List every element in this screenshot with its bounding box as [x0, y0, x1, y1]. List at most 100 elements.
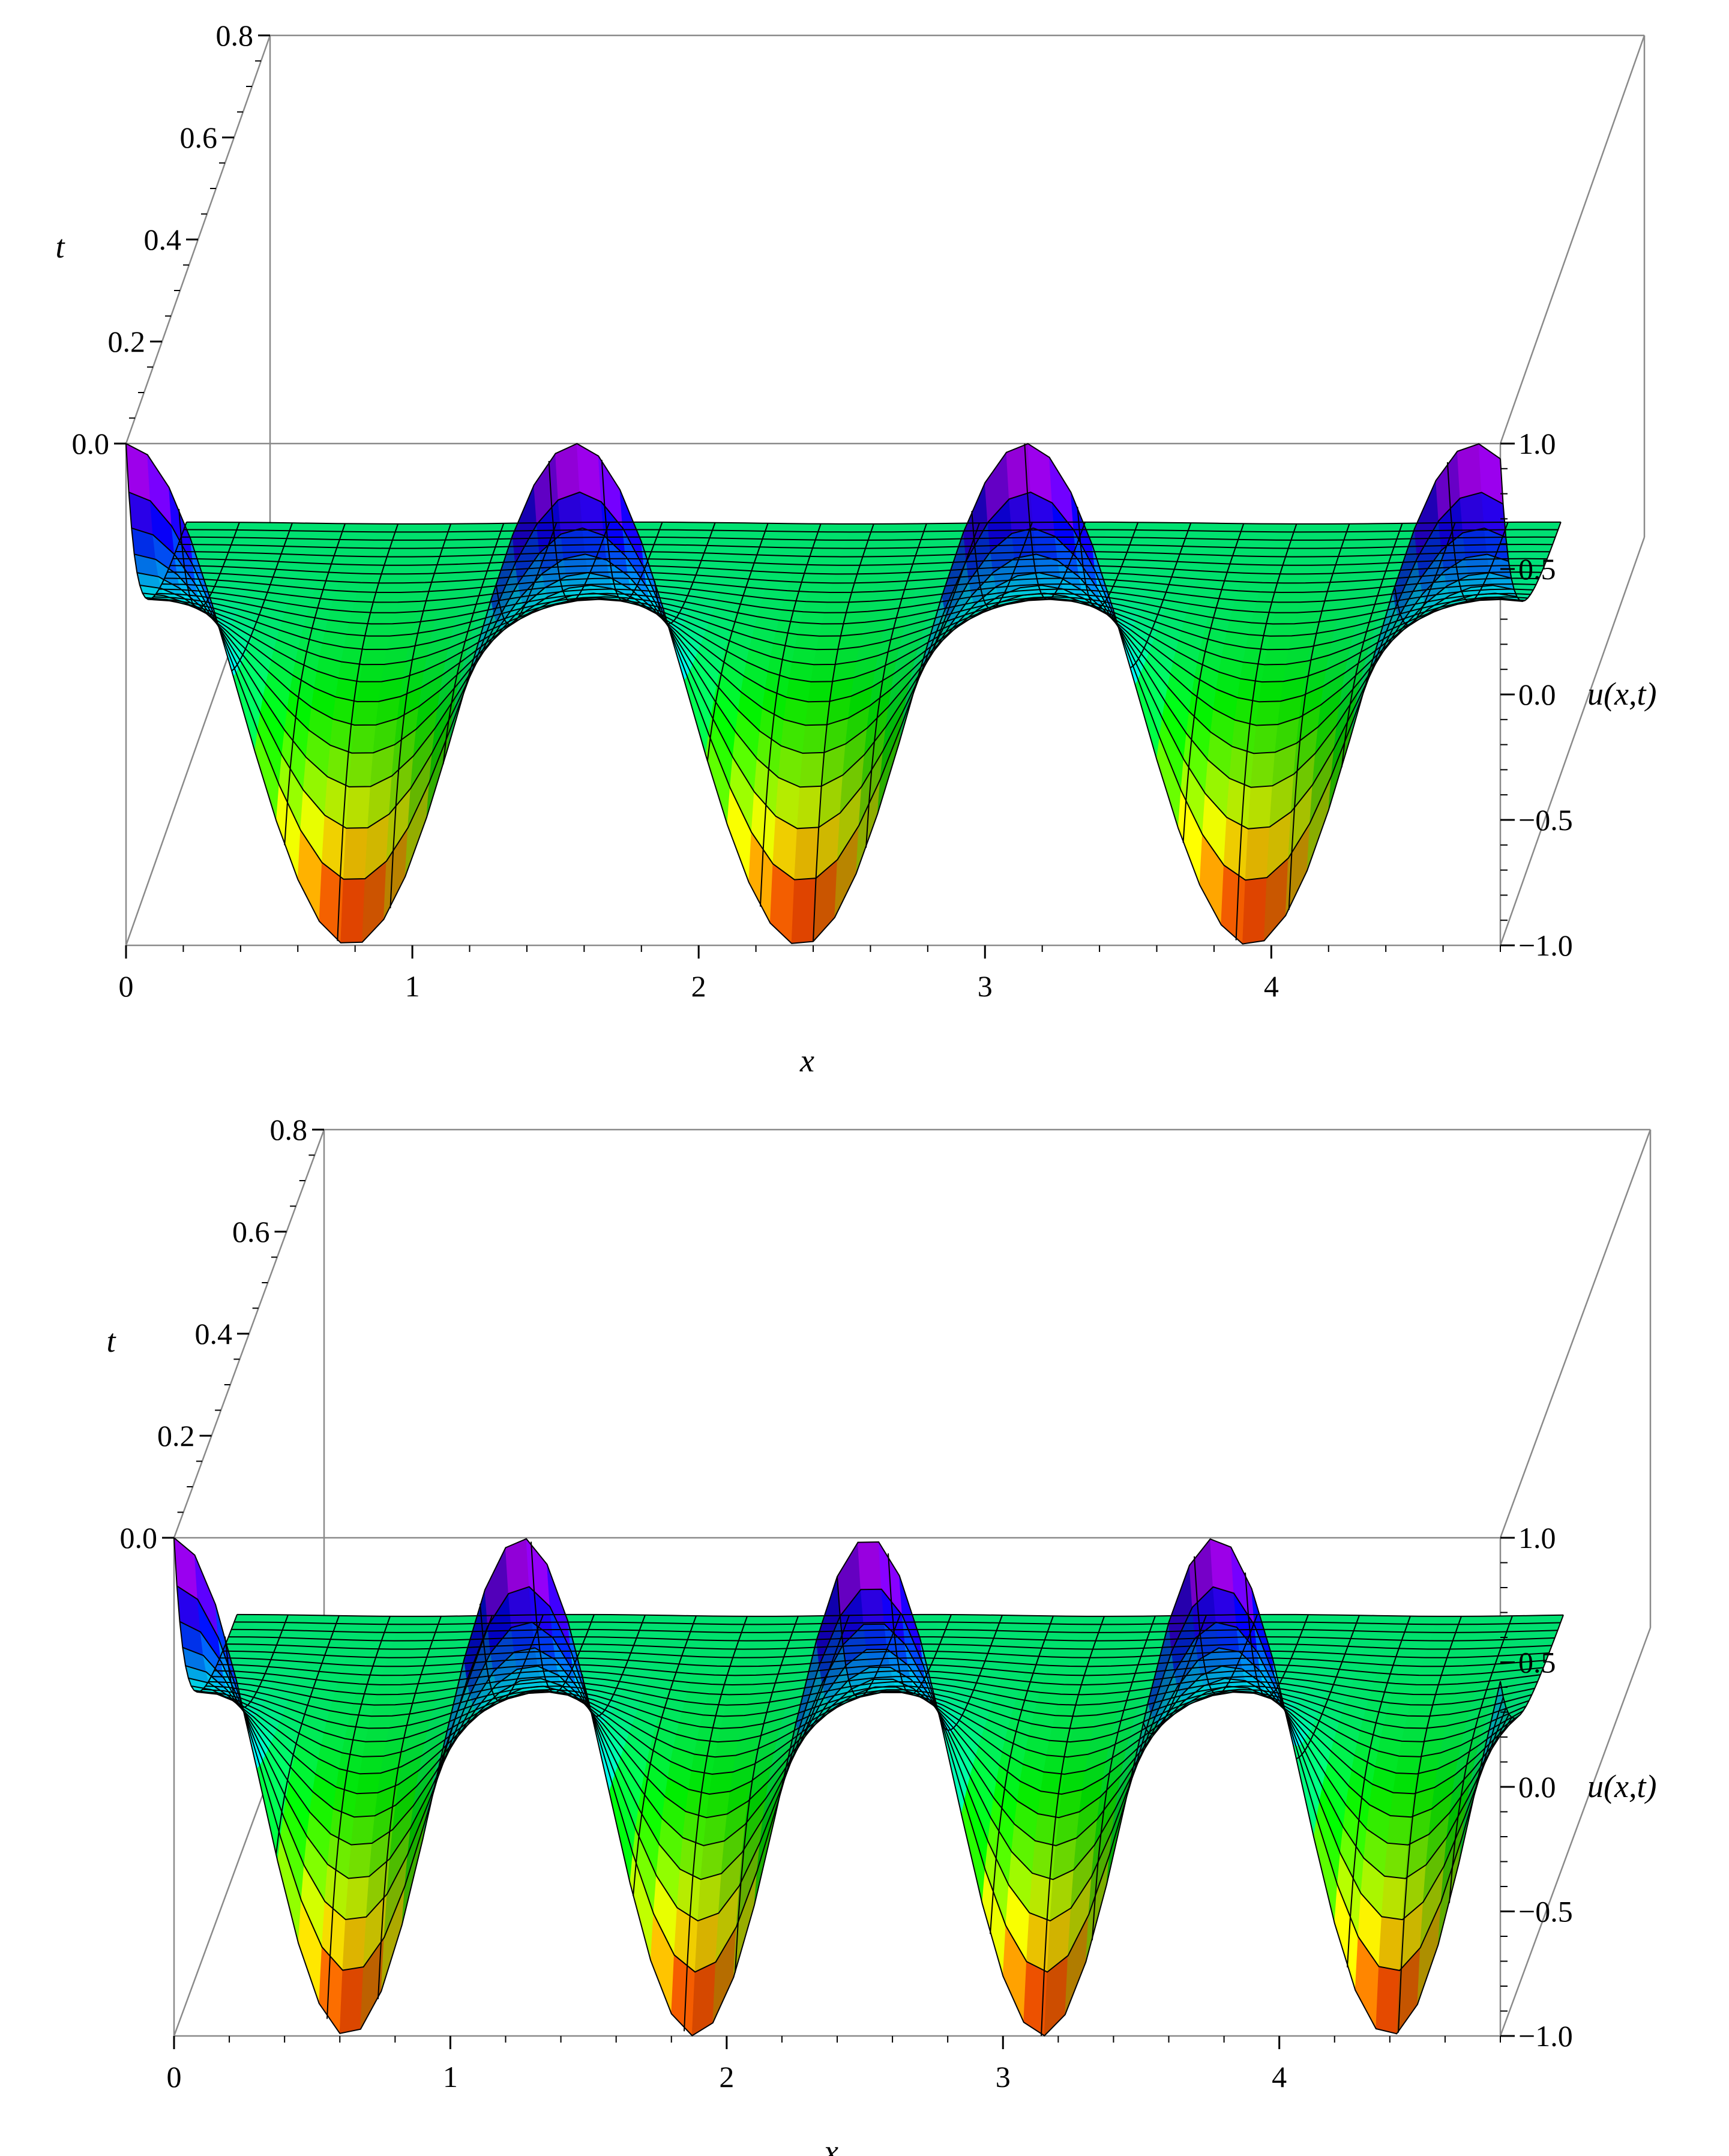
- surface-patch: [607, 1614, 631, 1623]
- surface-patch: [398, 523, 424, 532]
- surface-patch: [373, 601, 398, 613]
- mesh-line-x: [582, 1615, 646, 1717]
- surface-patch: [1211, 531, 1237, 540]
- t-axis-label: t: [55, 229, 65, 265]
- mesh-line-x: [971, 511, 1033, 610]
- surface-patch: [1387, 1815, 1412, 1846]
- surface-patch: [1313, 547, 1338, 558]
- u-tick-label: −0.5: [1518, 1895, 1573, 1929]
- surface-patch: [1533, 529, 1559, 538]
- mesh-line-x: [531, 1541, 595, 1693]
- surface-patch: [808, 582, 834, 593]
- surface-patch: [838, 556, 864, 566]
- surface-patch: [342, 1917, 367, 1971]
- surface-patch: [1415, 1675, 1440, 1685]
- mesh-line-x: [1296, 1615, 1360, 1760]
- surface-patch: [352, 1631, 377, 1641]
- surface-patch: [1457, 443, 1482, 499]
- surface-patch: [699, 1648, 724, 1658]
- mesh-line-x: [275, 1615, 340, 1855]
- surface-patch: [1279, 1643, 1304, 1652]
- surface-patch: [1237, 581, 1263, 592]
- surface-patch: [370, 1640, 395, 1650]
- surface-patch: [714, 1740, 739, 1757]
- x-tick-label: 2: [691, 969, 706, 1003]
- surface-patch: [580, 1629, 605, 1637]
- surface-patch: [1394, 1615, 1419, 1625]
- x-axis-label: x: [823, 2133, 838, 2156]
- surface-patch: [1018, 1623, 1043, 1633]
- surface-patch: [997, 1622, 1023, 1632]
- surface-patch: [1125, 529, 1151, 538]
- surface-patch: [1413, 1684, 1437, 1695]
- surface-patch: [432, 1639, 457, 1649]
- surface-patch: [1145, 1615, 1170, 1625]
- surface-patch: [1463, 528, 1488, 558]
- x-tick-label: 0: [119, 969, 134, 1003]
- surface-patch: [296, 1615, 320, 1624]
- surface-patch: [199, 537, 224, 546]
- surface-patch: [337, 1615, 362, 1625]
- surface-patch: [735, 1666, 759, 1676]
- surface-patch: [1075, 1703, 1100, 1717]
- surface-patch: [1171, 522, 1197, 531]
- surface-patch: [343, 827, 368, 880]
- surface-patch: [1253, 724, 1278, 754]
- surface-patch: [419, 523, 445, 532]
- surface-patch: [350, 1815, 376, 1846]
- surface-patch: [918, 1614, 942, 1622]
- mesh-line-x: [990, 1615, 1054, 1935]
- surface-patch: [956, 1622, 981, 1631]
- surface-patch: [331, 1631, 356, 1640]
- mesh-line-x: [224, 1615, 289, 1708]
- surface-patch: [1264, 649, 1290, 665]
- surface-patch: [1294, 540, 1320, 549]
- surface-patch: [1305, 1629, 1331, 1639]
- surface-patch: [1401, 1727, 1426, 1742]
- u-tick-label: 1.0: [1518, 427, 1556, 460]
- surface-patch: [1460, 492, 1485, 534]
- mesh-line-x: [1500, 459, 1562, 602]
- surface-patch: [690, 544, 716, 554]
- surface-patch: [870, 523, 896, 532]
- surface-patch: [309, 531, 335, 540]
- surface-patch: [824, 601, 850, 613]
- surface-patch: [435, 539, 461, 549]
- surface-patch: [1305, 573, 1331, 583]
- surface-patch: [932, 531, 958, 540]
- surface-patch: [835, 565, 861, 574]
- surface-patch: [1104, 1616, 1129, 1625]
- surface-patch: [1403, 1648, 1428, 1658]
- surface-patch: [1165, 537, 1191, 547]
- surface-patch: [889, 531, 915, 541]
- surface-patch: [1302, 582, 1328, 593]
- surface-patch: [1272, 612, 1298, 625]
- surface-patch: [505, 1538, 530, 1594]
- surface-patch: [1316, 540, 1341, 549]
- x-tick-label: 4: [1264, 969, 1279, 1003]
- surface-patch: [1283, 573, 1309, 583]
- surface-patch: [1536, 1622, 1561, 1631]
- surface-patch: [368, 1715, 392, 1729]
- mesh-line-x: [837, 1576, 901, 1698]
- surface-patch: [1297, 531, 1323, 541]
- surface-patch: [285, 538, 310, 547]
- surface-patch: [293, 1622, 318, 1631]
- surface-patch: [478, 538, 504, 548]
- t-tick-label: 0.4: [144, 223, 182, 256]
- surface-patch: [1081, 1684, 1106, 1695]
- mesh-line-x: [1024, 443, 1086, 600]
- surface-patch: [811, 573, 837, 583]
- surface-patch: [819, 623, 844, 637]
- surface-patch: [1235, 523, 1261, 532]
- surface-patch: [373, 1694, 398, 1706]
- surface-patch: [648, 1615, 673, 1624]
- surface-patch: [1287, 1621, 1313, 1630]
- surface-patch: [1412, 1624, 1437, 1633]
- surface-patch: [1057, 1631, 1081, 1642]
- surface-patch: [696, 529, 721, 539]
- surface-patch: [1410, 1694, 1435, 1706]
- surface-patch: [354, 701, 379, 726]
- surface-patch: [642, 1630, 667, 1639]
- surface-patch: [829, 582, 855, 593]
